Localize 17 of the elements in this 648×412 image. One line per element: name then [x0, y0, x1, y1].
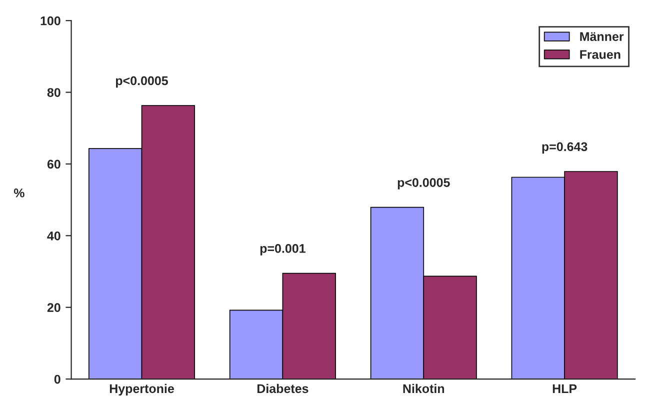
x-tick-label: Hypertonie: [110, 384, 174, 396]
annotation: p<0.0005: [398, 178, 450, 190]
x-tick-label: HLP: [552, 384, 577, 393]
y-tick-label: 80: [47, 88, 60, 97]
y-tick-label: 20: [47, 303, 60, 312]
y-tick-label: 100: [40, 16, 60, 26]
y-axis-title: %: [14, 188, 24, 198]
y-tick-label: 40: [47, 231, 60, 240]
annotation: p<0.0005: [116, 76, 168, 88]
legend-label: Männer: [580, 32, 624, 42]
annotation: p=0.001: [260, 244, 306, 256]
x-tick-label: Diabetes: [257, 384, 308, 394]
legend-label: Frauen: [580, 50, 620, 59]
annotation: p=0.643: [542, 142, 588, 154]
x-tick-label: Nikotin: [403, 384, 444, 394]
y-tick-label: 0: [54, 374, 60, 384]
y-tick-label: 60: [47, 160, 60, 169]
